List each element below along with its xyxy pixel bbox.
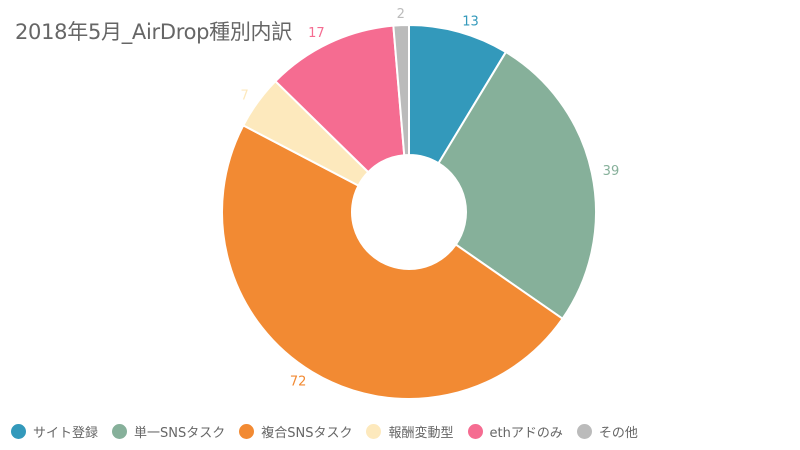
legend-label: その他 bbox=[598, 425, 638, 441]
chart-title: 2018年5月_AirDrop種別内訳 bbox=[15, 20, 292, 44]
legend-item[interactable]: 単一SNSタスク bbox=[112, 422, 225, 441]
legend-swatch-icon bbox=[239, 423, 255, 439]
legend-swatch-icon bbox=[576, 423, 592, 439]
slice-value-label: 17 bbox=[308, 26, 325, 41]
legend-item[interactable]: 報酬変動型 bbox=[366, 422, 454, 441]
donut-slice[interactable] bbox=[437, 50, 597, 321]
legend-label: ethアドのみ bbox=[489, 425, 563, 441]
legend-label: 複合SNSタスク bbox=[261, 425, 353, 441]
legend-label: 報酬変動型 bbox=[388, 425, 454, 441]
legend-swatch-icon bbox=[366, 423, 382, 439]
legend-item[interactable]: ethアドのみ bbox=[467, 422, 563, 441]
legend-label: サイト登録 bbox=[33, 425, 99, 441]
legend-swatch-icon bbox=[467, 423, 483, 439]
donut-slice[interactable] bbox=[221, 124, 564, 400]
legend-swatch-icon bbox=[112, 423, 128, 439]
slice-value-label: 72 bbox=[290, 374, 307, 389]
legend-item[interactable]: 複合SNSタスク bbox=[239, 422, 352, 441]
slice-value-label: 13 bbox=[462, 14, 479, 29]
donut-slice[interactable] bbox=[273, 24, 406, 174]
chart-legend: サイト登録 単一SNSタスク 複合SNSタスク 報酬変動型 ethアドのみ その他 bbox=[11, 420, 652, 442]
legend-item[interactable]: その他 bbox=[576, 422, 638, 441]
slice-value-label: 7 bbox=[241, 89, 249, 104]
slice-value-label: 2 bbox=[397, 7, 405, 22]
slice-value-label: 39 bbox=[603, 164, 620, 179]
legend-item[interactable]: サイト登録 bbox=[11, 422, 98, 441]
legend-swatch-icon bbox=[11, 423, 26, 439]
legend-label: 単一SNSタスク bbox=[134, 425, 226, 441]
donut-slice[interactable] bbox=[392, 23, 410, 157]
